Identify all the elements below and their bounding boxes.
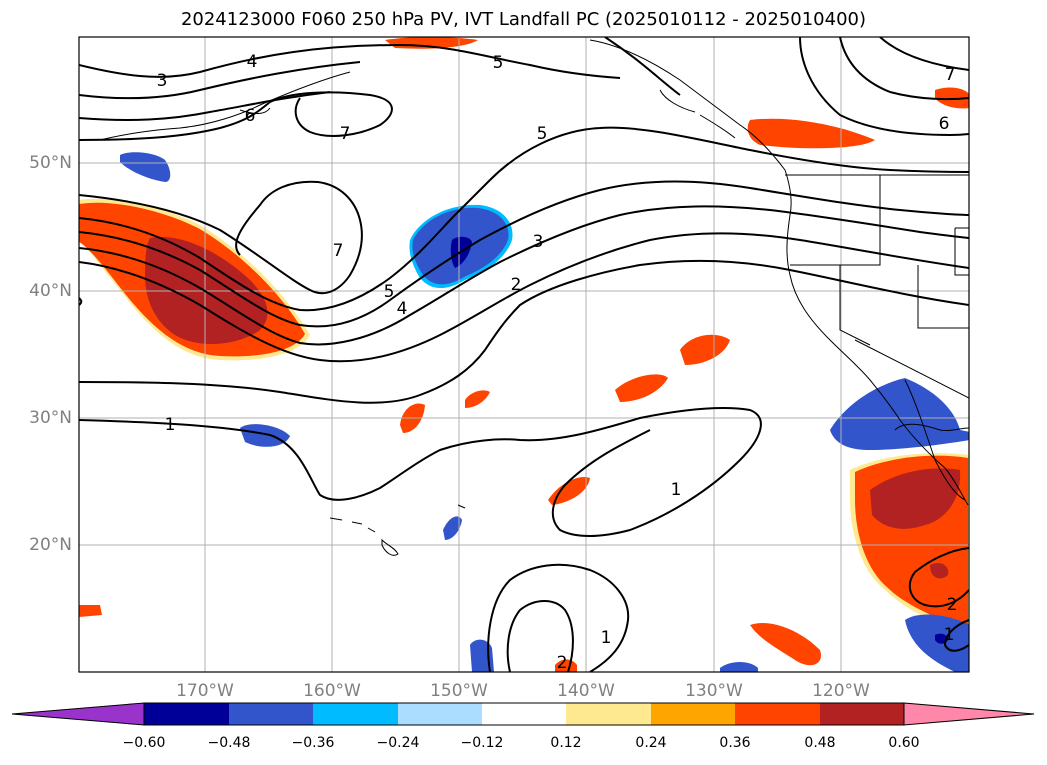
contour-label: 7 — [340, 124, 351, 144]
map-frame — [78, 36, 970, 673]
contour-label: 5 — [384, 282, 395, 302]
colorbar-segment — [566, 703, 651, 725]
longitude-label: 130°W — [685, 681, 743, 701]
longitude-label: 120°W — [812, 681, 870, 701]
contour-label: 4 — [397, 299, 408, 319]
colorbar-tick-label: −0.12 — [460, 735, 504, 751]
colorbar-segment — [820, 703, 904, 725]
colorbar-extend-high — [903, 702, 1035, 726]
contour-label: 4 — [247, 52, 258, 72]
graticule — [79, 37, 969, 672]
contour-label: 6 — [245, 106, 256, 126]
latitude-label: 30°N — [29, 408, 72, 428]
contour-label: 3 — [533, 232, 544, 252]
contour-labels: 3 4 6 5 7 5 7 5 4 3 2 1 1 1 2 1 2 6 7 — [157, 52, 958, 673]
contour-label: 2 — [511, 275, 522, 295]
contour-label: 5 — [537, 124, 548, 144]
contour-label: 1 — [601, 628, 612, 648]
latitude-label: 40°N — [29, 281, 72, 301]
colorbar-segment — [144, 703, 229, 725]
colorbar-segment — [482, 703, 566, 725]
pv-contours — [79, 37, 969, 672]
colorbar-tick-label: 0.24 — [635, 735, 667, 751]
contour-label: 1 — [165, 415, 176, 435]
colorbar-tick-label: −0.24 — [376, 735, 420, 751]
contour-label: 1 — [671, 480, 682, 500]
latitude-label: 20°N — [29, 535, 72, 555]
colorbar-tick-label: −0.36 — [291, 735, 335, 751]
colorbar-segment — [735, 703, 820, 725]
colorbar-tick-label: 0.48 — [804, 735, 836, 751]
longitude-label: 160°W — [303, 681, 361, 701]
longitude-label: 140°W — [557, 681, 615, 701]
colorbar-segment — [313, 703, 398, 725]
contour-label: 7 — [945, 65, 956, 85]
colorbar-extend-low — [11, 702, 145, 726]
contour-label: 2 — [557, 653, 568, 673]
colorbar-tick-label: 0.12 — [550, 735, 582, 751]
contour-label: 3 — [157, 71, 168, 91]
colorbar-tick-label: 0.60 — [888, 735, 920, 751]
colorbar-segment — [398, 703, 482, 725]
colorbar — [11, 702, 1035, 726]
longitude-label: 170°W — [176, 681, 234, 701]
contour-label: 6 — [939, 114, 950, 134]
latitude-label: 50°N — [29, 153, 72, 173]
colorbar-tick-label: −0.48 — [207, 735, 251, 751]
colorbar-segment — [651, 703, 735, 725]
contour-label: 2 — [947, 595, 958, 615]
contour-label: 7 — [333, 241, 344, 261]
map-title: 2024123000 F060 250 hPa PV, IVT Landfall… — [180, 9, 867, 30]
colorbar-tick-label: 0.36 — [719, 735, 751, 751]
longitude-label: 150°W — [430, 681, 488, 701]
contour-label: 5 — [493, 53, 504, 73]
colorbar-segment — [229, 703, 313, 725]
colorbar-tick-label: −0.60 — [122, 735, 166, 751]
coastlines — [99, 39, 969, 556]
contour-label: 1 — [944, 625, 955, 645]
map-plot-area: 3 4 6 5 7 5 7 5 4 3 2 1 1 1 2 1 2 6 7 — [79, 37, 969, 673]
